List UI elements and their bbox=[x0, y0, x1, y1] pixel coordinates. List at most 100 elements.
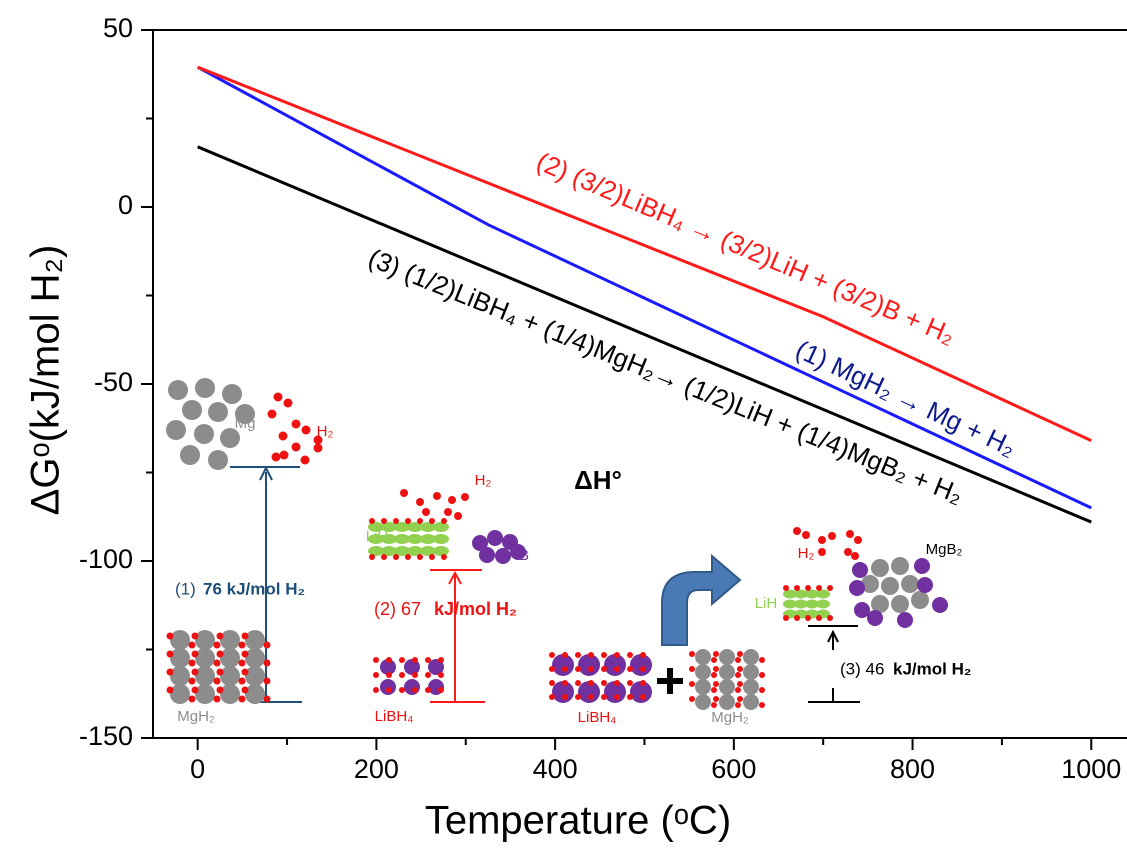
h-atom bbox=[627, 680, 633, 686]
b-atom bbox=[867, 610, 883, 626]
b-atom bbox=[404, 679, 420, 695]
h-atom bbox=[216, 650, 224, 658]
li-atom bbox=[420, 534, 436, 544]
h-atom bbox=[188, 641, 196, 649]
h-atom bbox=[549, 666, 555, 672]
b-atom bbox=[578, 681, 600, 703]
mg-atom bbox=[194, 424, 214, 444]
annotation: (1) bbox=[175, 579, 196, 598]
x-tick-label: 400 bbox=[533, 754, 578, 784]
h-atom bbox=[562, 652, 568, 658]
h-atom bbox=[373, 657, 379, 663]
b-atom bbox=[932, 597, 948, 613]
h-atom bbox=[549, 694, 555, 700]
h-atom bbox=[444, 508, 452, 516]
h-atom bbox=[399, 657, 405, 663]
h-atom bbox=[689, 651, 695, 657]
h-atom bbox=[441, 554, 447, 560]
h-atom bbox=[386, 672, 392, 678]
h-atom bbox=[614, 652, 620, 658]
h-atom bbox=[805, 615, 811, 621]
mg-atom bbox=[719, 664, 735, 680]
mg-atom bbox=[245, 648, 265, 668]
annotation: MgB₂ bbox=[926, 541, 963, 558]
h-atom bbox=[783, 585, 789, 591]
h-atom bbox=[759, 687, 765, 693]
li-atom bbox=[381, 546, 397, 556]
b-atom bbox=[897, 612, 913, 628]
b-atom bbox=[917, 577, 933, 593]
h-atom bbox=[575, 694, 581, 700]
h-atom bbox=[433, 492, 441, 500]
b-atom bbox=[479, 547, 495, 563]
h-atom bbox=[241, 650, 249, 658]
annotation: H₂ bbox=[475, 472, 492, 489]
h-atom bbox=[783, 615, 789, 621]
h-atom bbox=[386, 657, 392, 663]
mg-atom bbox=[208, 402, 228, 422]
li-atom bbox=[407, 534, 423, 544]
annotation: LiH bbox=[755, 595, 778, 612]
h-atom bbox=[793, 527, 801, 535]
h-atom bbox=[279, 450, 289, 460]
h-atom bbox=[263, 659, 271, 667]
x-tick-label: 800 bbox=[890, 754, 935, 784]
h-atom bbox=[846, 530, 854, 538]
h-atom bbox=[711, 687, 717, 693]
h-atom bbox=[238, 641, 246, 649]
li-atom bbox=[394, 522, 410, 532]
b-atom bbox=[472, 535, 488, 551]
h-atom bbox=[216, 632, 224, 640]
h-atom bbox=[818, 548, 826, 556]
mg-atom bbox=[222, 384, 242, 404]
b-atom bbox=[380, 679, 396, 695]
h-atom bbox=[412, 657, 418, 663]
mg-atom bbox=[208, 450, 228, 470]
h-atom bbox=[614, 694, 620, 700]
h-atom bbox=[263, 641, 271, 649]
x-tick-label: 1000 bbox=[1061, 754, 1121, 784]
h-atom bbox=[816, 615, 822, 621]
mg-atom bbox=[170, 666, 190, 686]
h-atom bbox=[399, 687, 405, 693]
data-line bbox=[196, 65, 1092, 510]
h-atom bbox=[854, 536, 862, 544]
h-atom bbox=[369, 554, 375, 560]
h-atom bbox=[844, 548, 852, 556]
h-atom bbox=[689, 696, 695, 702]
h-atom bbox=[549, 680, 555, 686]
annotation: LiBH₄ bbox=[375, 708, 414, 725]
h-atom bbox=[601, 680, 607, 686]
h-atom bbox=[238, 677, 246, 685]
li-atom bbox=[420, 546, 436, 556]
h-atom bbox=[313, 443, 323, 453]
b-atom bbox=[630, 681, 652, 703]
y-tick-label: -50 bbox=[94, 367, 133, 397]
li-atom bbox=[433, 522, 449, 532]
y-tick-label: -100 bbox=[79, 544, 133, 574]
h-atom bbox=[851, 552, 859, 560]
mg-atom bbox=[220, 630, 240, 650]
h-atom bbox=[412, 687, 418, 693]
mg-atom bbox=[220, 666, 240, 686]
h-atom bbox=[166, 668, 174, 676]
b-atom bbox=[849, 580, 865, 596]
h-atom bbox=[381, 554, 387, 560]
h-atom bbox=[216, 668, 224, 676]
h-atom bbox=[416, 498, 424, 506]
li-atom bbox=[407, 546, 423, 556]
mg-atom bbox=[220, 684, 240, 704]
h-atom bbox=[562, 694, 568, 700]
h-atom bbox=[438, 657, 444, 663]
h-atom bbox=[166, 632, 174, 640]
b-atom bbox=[510, 544, 526, 560]
li-atom bbox=[368, 546, 384, 556]
mg-atom bbox=[891, 595, 909, 613]
data-line bbox=[197, 145, 1092, 524]
h-atom bbox=[627, 666, 633, 672]
h-atom bbox=[241, 686, 249, 694]
li-atom bbox=[433, 546, 449, 556]
h-atom bbox=[794, 615, 800, 621]
h-atom bbox=[241, 668, 249, 676]
